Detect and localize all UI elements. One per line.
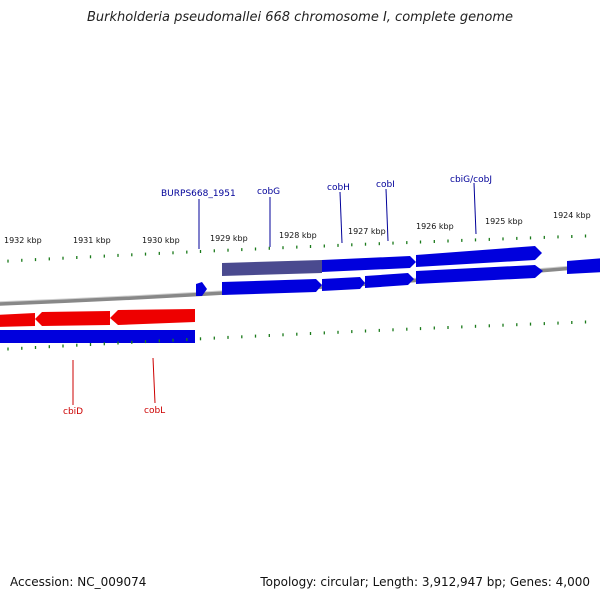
label-leader-line (473, 182, 477, 235)
reverse-gene-arrow[interactable] (35, 311, 110, 326)
reverse-gene-labels: cbiD cobL (63, 357, 165, 417)
accession-label: Accession: NC_009074 (10, 575, 147, 589)
reverse-gene-arrow[interactable] (0, 313, 35, 327)
forward-gene-labels: BURPS668_1951 cobG cobH cobI cbiG/cobJ (161, 175, 492, 249)
gene-label-cobg[interactable]: cobG (257, 187, 280, 197)
gene-label-cobh[interactable]: cobH (327, 183, 350, 193)
tick-marks (7, 234, 587, 351)
tick-label: 1931 kbp (73, 236, 111, 245)
gene-label-cobl[interactable]: cobL (144, 406, 165, 416)
forward-gene-arrow[interactable] (322, 256, 416, 272)
tick-label: 1924 kbp (553, 211, 591, 220)
gene-label-cbid[interactable]: cbiD (63, 407, 83, 417)
highlighted-gene[interactable] (222, 260, 322, 276)
forward-gene-arrow[interactable] (222, 279, 322, 295)
forward-gene-track-lower (0, 330, 195, 343)
reverse-gene-track (0, 309, 195, 327)
forward-gene-arrow[interactable] (416, 265, 543, 284)
forward-gene-arrow[interactable] (416, 246, 542, 267)
forward-gene-track-upper (196, 246, 600, 296)
label-leader-line (339, 191, 343, 244)
tick-label: 1930 kbp (142, 236, 180, 245)
forward-gene-arrow[interactable] (322, 277, 365, 291)
forward-gene-arrow[interactable] (567, 258, 600, 274)
tick-label: 1925 kbp (485, 217, 523, 226)
tick-label: 1932 kbp (4, 236, 42, 245)
forward-gene-arrow[interactable] (196, 282, 207, 296)
tick-label: 1927 kbp (348, 227, 386, 236)
reverse-gene-arrow[interactable] (110, 309, 195, 325)
genome-stats-label: Topology: circular; Length: 3,912,947 bp… (260, 575, 590, 589)
label-leader-line (385, 188, 389, 242)
label-leader-line (152, 357, 156, 404)
tick-label: 1929 kbp (210, 234, 248, 243)
gene-label-cobi[interactable]: cobI (376, 180, 395, 190)
tick-label: 1928 kbp (279, 231, 317, 240)
forward-gene-arrow[interactable] (365, 273, 414, 288)
tick-label: 1926 kbp (416, 222, 454, 231)
map-title: Burkholderia pseudomallei 668 chromosome… (86, 10, 514, 25)
forward-gene-box[interactable] (0, 330, 195, 343)
gene-label-cbig-cobj[interactable]: cbiG/cobJ (450, 175, 492, 185)
scale-labels: 1932 kbp 1931 kbp 1930 kbp 1929 kbp 1928… (4, 211, 591, 245)
gene-label-burps668-1951[interactable]: BURPS668_1951 (161, 189, 236, 199)
